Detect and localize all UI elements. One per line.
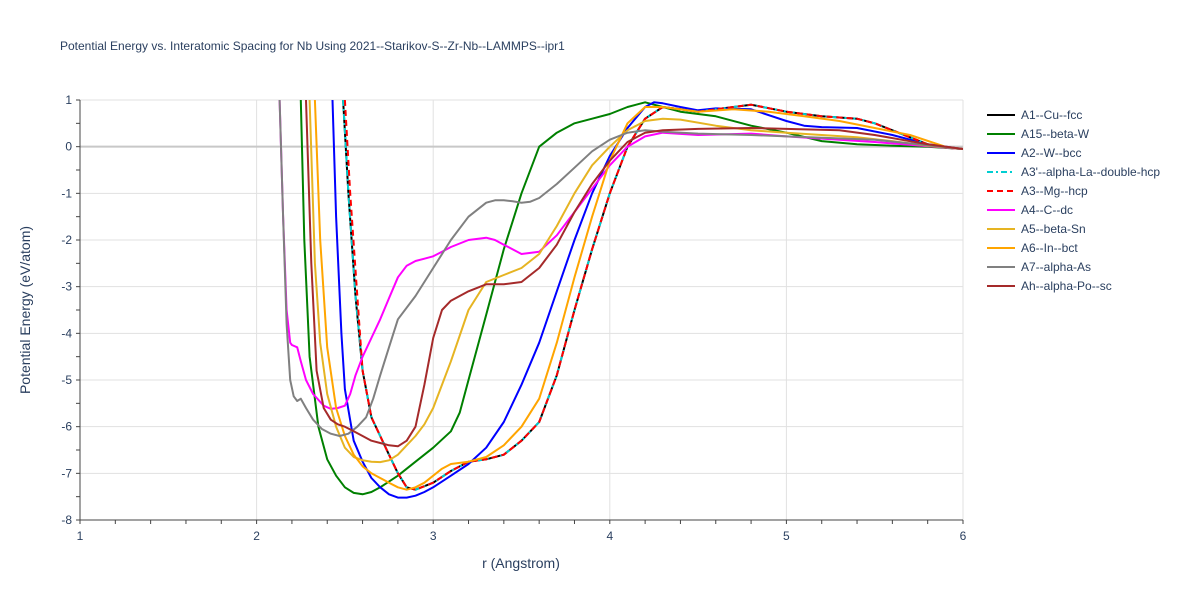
series-line-8[interactable]	[278, 99, 963, 437]
y-tick-label: -3	[61, 280, 72, 294]
legend-label-3[interactable]: A3'--alpha-La--double-hcp	[1021, 165, 1160, 179]
axis-ticks: 1 2 3 4 5 6 -8 -7 -6 -5 -4 -3 -2 -1 0 1	[61, 93, 966, 543]
grid-lines	[79, 99, 964, 521]
x-axis-title: r (Angstrom)	[482, 555, 560, 571]
legend-label-6[interactable]: A5--beta-Sn	[1021, 222, 1086, 236]
x-tick-label: 2	[253, 529, 260, 543]
y-tick-label: -5	[61, 373, 72, 387]
y-tick-label: -8	[61, 513, 72, 527]
legend-label-0[interactable]: A1--Cu--fcc	[1021, 108, 1082, 122]
chart-title: Potential Energy vs. Interatomic Spacing…	[60, 39, 565, 53]
legend-label-2[interactable]: A2--W--bcc	[1021, 146, 1081, 160]
legend-label-7[interactable]: A6--In--bct	[1021, 241, 1078, 255]
x-tick-label: 6	[960, 529, 967, 543]
series-line-4[interactable]	[343, 99, 963, 491]
plot-area[interactable]	[278, 99, 964, 499]
series-line-9[interactable]	[305, 99, 963, 448]
series-line-5[interactable]	[278, 99, 963, 410]
x-tick-label: 3	[430, 529, 437, 543]
y-axis-title: Potential Energy (eV/atom)	[17, 226, 33, 394]
series-line-3[interactable]	[342, 99, 963, 491]
y-tick-label: -4	[61, 326, 72, 340]
legend-label-9[interactable]: Ah--alpha-Po--sc	[1021, 279, 1112, 293]
legend[interactable]: A1--Cu--fcc A15--beta-W A2--W--bcc A3'--alp…	[987, 108, 1160, 293]
series-line-6[interactable]	[308, 99, 963, 464]
series-line-7[interactable]	[313, 99, 963, 491]
y-tick-label: 1	[65, 93, 72, 107]
series-line-1[interactable]	[299, 99, 963, 496]
y-tick-label: -6	[61, 420, 72, 434]
series-line-0[interactable]	[342, 99, 963, 491]
legend-label-8[interactable]: A7--alpha-As	[1021, 260, 1091, 274]
y-tick-label: -2	[61, 233, 72, 247]
x-tick-label: 1	[77, 529, 84, 543]
legend-label-1[interactable]: A15--beta-W	[1021, 127, 1090, 141]
y-tick-label: 0	[65, 140, 72, 154]
x-tick-label: 4	[606, 529, 613, 543]
legend-label-5[interactable]: A4--C--dc	[1021, 203, 1073, 217]
x-tick-label: 5	[783, 529, 790, 543]
y-tick-label: -7	[61, 466, 72, 480]
y-tick-label: -1	[61, 186, 72, 200]
series-line-2[interactable]	[331, 99, 964, 499]
legend-label-4[interactable]: A3--Mg--hcp	[1021, 184, 1088, 198]
